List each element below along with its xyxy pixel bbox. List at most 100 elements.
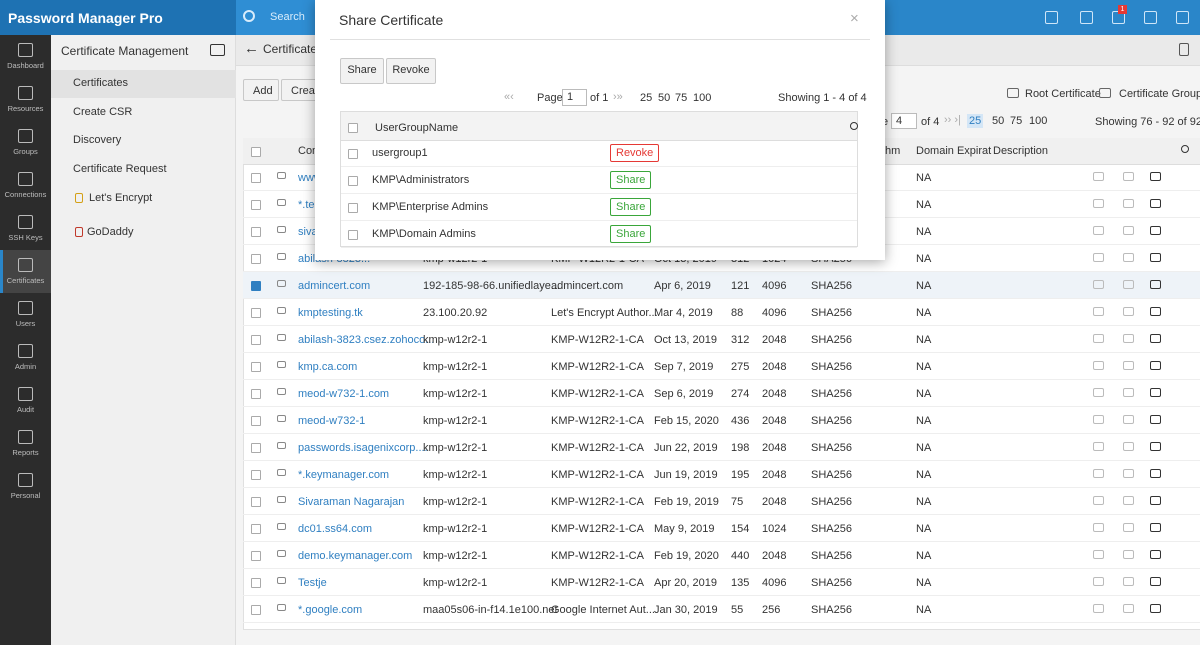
modal-button[interactable]: Revoke — [386, 58, 436, 84]
row-action[interactable] — [1150, 388, 1161, 397]
nav-icon[interactable] — [18, 430, 33, 444]
row-checkbox[interactable] — [251, 173, 261, 183]
table-search[interactable] — [1181, 145, 1189, 153]
row-action[interactable] — [1123, 334, 1134, 343]
row-action[interactable] — [1150, 523, 1161, 532]
nav-label[interactable]: SSH Keys — [8, 233, 43, 242]
cert-name[interactable]: passwords.isagenixcorp.... — [298, 442, 428, 454]
row-checkbox[interactable] — [348, 149, 358, 159]
page-size[interactable]: 100 — [693, 92, 712, 104]
cert-name[interactable]: abilash-3823.csez.zohoco... — [298, 334, 435, 346]
nav-icon[interactable] — [18, 387, 33, 401]
row-action[interactable] — [1123, 415, 1134, 424]
row-checkbox[interactable] — [251, 416, 261, 426]
sidebar-item[interactable]: Certificates — [73, 77, 129, 89]
sidebar-item[interactable]: GoDaddy — [87, 226, 134, 238]
row-icon[interactable] — [277, 253, 286, 260]
cert-name[interactable]: demo.keymanager.com — [298, 550, 413, 562]
row-checkbox[interactable] — [348, 176, 358, 186]
nav-icon[interactable] — [18, 215, 33, 229]
row-action[interactable] — [1150, 442, 1161, 451]
row-icon[interactable] — [277, 199, 286, 206]
row-action[interactable] — [1123, 604, 1134, 613]
row-action[interactable] — [1093, 280, 1104, 289]
row-icon[interactable] — [277, 469, 286, 476]
nav-icon[interactable] — [18, 86, 33, 100]
row-checkbox[interactable] — [251, 200, 261, 210]
page-size[interactable]: 25 — [640, 92, 653, 104]
row-icon[interactable] — [277, 577, 286, 584]
nav-label[interactable]: Dashboard — [7, 61, 44, 70]
sidebar-item[interactable]: Create CSR — [73, 106, 133, 118]
row-checkbox[interactable] — [348, 230, 358, 240]
share-search[interactable] — [850, 122, 858, 130]
row-icon[interactable] — [277, 361, 286, 368]
nav-label[interactable]: Groups — [13, 147, 38, 156]
row-checkbox[interactable] — [251, 524, 261, 534]
row-action[interactable] — [1093, 172, 1104, 181]
page-size[interactable]: 75 — [675, 92, 688, 104]
row-action[interactable] — [1123, 361, 1134, 370]
page-next[interactable]: ›» — [613, 91, 623, 103]
page-input[interactable]: 1 — [562, 89, 587, 106]
row-action[interactable] — [1093, 469, 1104, 478]
row-action[interactable] — [1123, 307, 1134, 316]
row-action[interactable] — [1093, 496, 1104, 505]
row-checkbox[interactable] — [251, 362, 261, 372]
row-icon[interactable] — [277, 442, 286, 449]
row-action[interactable] — [1123, 523, 1134, 532]
top-icon[interactable] — [1045, 11, 1058, 24]
sidebar-icon[interactable] — [210, 44, 225, 56]
row-action[interactable] — [1123, 496, 1134, 505]
row-action[interactable] — [1123, 199, 1134, 208]
nav-icon[interactable] — [18, 258, 33, 272]
cert-name[interactable]: admincert.com — [298, 280, 371, 292]
cert-name[interactable]: *.te — [298, 199, 315, 211]
row-action[interactable] — [1123, 550, 1134, 559]
action-button[interactable]: Share — [610, 225, 652, 243]
row-action[interactable] — [1093, 577, 1104, 586]
bulb-icon[interactable] — [1179, 43, 1189, 56]
nav-label[interactable]: Personal — [10, 491, 41, 500]
search-box[interactable]: Search — [270, 11, 305, 23]
row-action[interactable] — [1150, 307, 1161, 316]
row-icon[interactable] — [277, 334, 286, 341]
row-action[interactable] — [1123, 280, 1134, 289]
row-icon[interactable] — [277, 307, 286, 314]
page-size[interactable]: 50 — [658, 92, 671, 104]
toolbar-link[interactable]: Root Certificate — [1025, 88, 1101, 100]
row-action[interactable] — [1093, 415, 1104, 424]
row-action[interactable] — [1093, 307, 1104, 316]
header-checkbox[interactable] — [251, 147, 261, 157]
row-checkbox[interactable] — [251, 470, 261, 480]
row-action[interactable] — [1150, 226, 1161, 235]
modal-close[interactable]: × — [850, 10, 859, 27]
row-action[interactable] — [1093, 523, 1104, 532]
row-action[interactable] — [1123, 253, 1134, 262]
page-size[interactable]: 50 — [992, 115, 1005, 127]
page-first[interactable]: «‹ — [504, 91, 514, 103]
row-icon[interactable] — [277, 496, 286, 503]
sidebar-item[interactable]: Certificate Request — [73, 163, 167, 175]
row-checkbox[interactable] — [251, 254, 261, 264]
toolbar-link[interactable]: Certificate Group — [1119, 88, 1200, 100]
row-icon[interactable] — [277, 415, 286, 422]
nav-icon[interactable] — [18, 129, 33, 143]
row-action[interactable] — [1150, 604, 1161, 613]
action-button[interactable]: Share — [610, 171, 652, 189]
row-action[interactable] — [1093, 550, 1104, 559]
modal-button[interactable]: Share — [340, 58, 384, 84]
nav-label[interactable]: Connections — [4, 190, 47, 199]
row-icon[interactable] — [277, 550, 286, 557]
row-checkbox[interactable] — [251, 551, 261, 561]
row-checkbox[interactable] — [251, 389, 261, 399]
row-action[interactable] — [1123, 442, 1134, 451]
cert-name[interactable]: meod-w732-1 — [298, 415, 366, 427]
row-action[interactable] — [1093, 361, 1104, 370]
row-action[interactable] — [1093, 253, 1104, 262]
toolbar-button[interactable]: Creat — [281, 79, 321, 101]
nav-icon[interactable] — [18, 301, 33, 315]
row-action[interactable] — [1150, 280, 1161, 289]
row-action[interactable] — [1150, 469, 1161, 478]
page-size[interactable]: 75 — [1010, 115, 1023, 127]
